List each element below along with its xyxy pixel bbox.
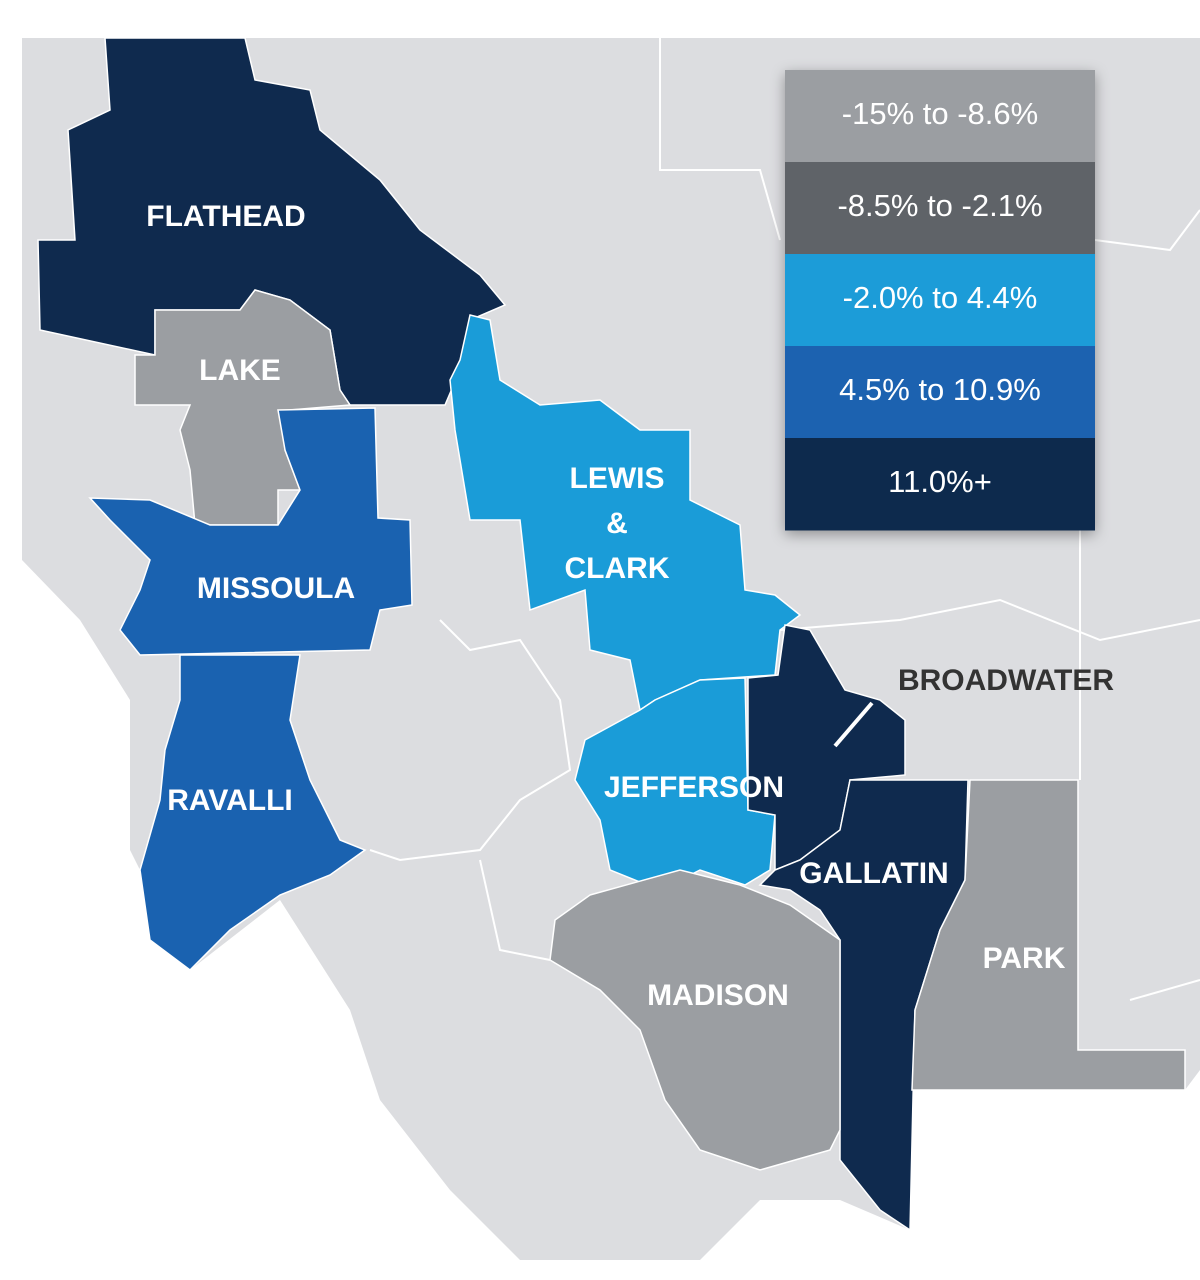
legend-label: 11.0%+ <box>888 464 992 499</box>
legend-swatch <box>785 438 1095 531</box>
legend-swatch <box>785 254 1095 347</box>
label-line: LEWIS <box>570 462 665 495</box>
county <box>574 677 776 891</box>
county-label: MADISON <box>647 979 789 1012</box>
county-label: PARK <box>983 942 1066 975</box>
county-label: JEFFERSON <box>604 771 784 804</box>
legend-swatch <box>785 70 1095 163</box>
label-line: & <box>606 507 628 540</box>
county-label: RAVALLI <box>167 784 293 817</box>
county <box>88 407 413 656</box>
leader-line <box>833 701 874 748</box>
legend-swatch <box>785 346 1095 439</box>
county-label: LAKE <box>199 354 281 387</box>
legend-labels: -15% to -8.6% -8.5% to -2.1% -2.0% to 4.4%… <box>837 96 1042 499</box>
legend <box>785 70 1095 531</box>
legend-label: -15% to -8.6% <box>842 96 1038 131</box>
label-line: CLARK <box>565 552 670 585</box>
county <box>549 869 841 1171</box>
county-label: GALLATIN <box>799 857 948 890</box>
legend-label: 4.5% to 10.9% <box>839 372 1041 407</box>
county-borders <box>369 38 1200 1001</box>
legend-label: -8.5% to -2.1% <box>837 188 1042 223</box>
county-label: FLATHEAD <box>146 200 305 233</box>
counties: FLATHEAD LAKE MISSOULA RAVALLI LEWIS & CLARK JE… <box>37 37 1186 1232</box>
legend-swatch <box>785 162 1095 255</box>
county <box>911 779 1186 1091</box>
county <box>139 654 367 971</box>
county-label: LEWIS & CLARK <box>565 462 670 585</box>
legend-label: -2.0% to 4.4% <box>843 280 1038 315</box>
county-label: MISSOULA <box>197 572 355 605</box>
county-label: BROADWATER <box>898 664 1114 697</box>
county <box>134 289 352 526</box>
